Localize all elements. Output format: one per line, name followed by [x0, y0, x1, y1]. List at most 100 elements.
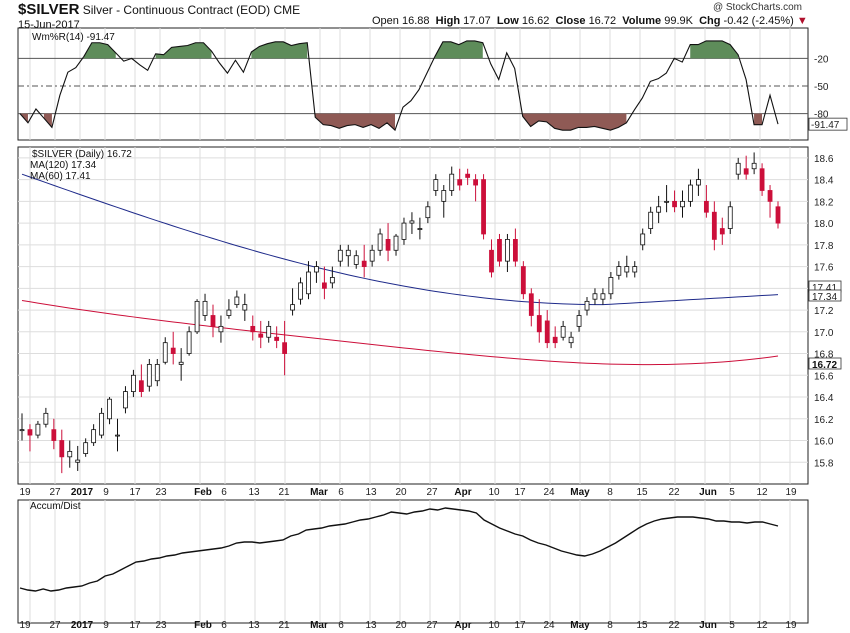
oversold-area	[754, 113, 763, 125]
candle-body	[43, 412, 49, 425]
instrument-name: Silver - Continuous Contract (EOD)	[82, 3, 271, 17]
candle-body	[91, 429, 97, 444]
x-tick-label: May	[570, 487, 590, 498]
candle-body	[258, 333, 264, 338]
wmr-last-box	[808, 117, 848, 131]
overbought-area	[251, 41, 308, 59]
low-value: 16.62	[521, 15, 550, 27]
x-tick-label: May	[570, 620, 590, 631]
x-tick-label: Apr	[454, 620, 471, 631]
candle-body	[512, 239, 518, 262]
x-tick-label: 5	[729, 620, 735, 631]
y-tick-label: 18.6	[814, 154, 834, 165]
candle-body	[648, 211, 654, 229]
panel-frame-price	[17, 146, 809, 485]
candle-body	[640, 233, 646, 246]
x-tick-label: 6	[338, 620, 344, 631]
ma120-legend: MA(120) 17.34	[30, 160, 97, 171]
x-tick-label: 23	[155, 620, 167, 631]
down-triangle-icon: ▼	[796, 15, 808, 27]
wmr-last-value: -91.47	[811, 120, 840, 131]
panel-frame-ad	[17, 499, 809, 624]
y-tick-label: 17.8	[814, 241, 834, 252]
candle-body	[616, 266, 622, 276]
x-tick-label: 9	[103, 487, 109, 498]
candle-body	[457, 179, 463, 186]
candle-body	[688, 184, 693, 202]
x-tick-label: Jun	[699, 620, 717, 631]
y-tick-label: -80	[814, 110, 829, 121]
x-tick-label: 27	[426, 620, 438, 631]
candle-body	[433, 179, 439, 191]
y-tick-label: 18.2	[814, 197, 834, 208]
y-tick-label: 16.4	[814, 393, 834, 404]
candle-body	[377, 233, 383, 251]
quote-bar: Open 16.88 High 17.07 Low 16.62 Close 16…	[372, 15, 808, 27]
ma60-line	[21, 299, 779, 366]
candle-body	[672, 200, 677, 208]
candle-body	[441, 190, 447, 202]
candle-body	[290, 304, 295, 311]
x-tick-label: 17	[129, 487, 141, 498]
x-tick-label: 8	[607, 620, 613, 631]
candle-body	[481, 179, 486, 235]
candle-body	[560, 325, 566, 338]
x-tick-label: 6	[221, 487, 227, 498]
candle-body	[194, 300, 200, 333]
x-tick-label: Apr	[454, 487, 471, 498]
candle-body	[711, 211, 717, 240]
candle-body	[417, 228, 423, 230]
candle-body	[608, 277, 614, 295]
candle-body	[162, 342, 168, 363]
candle-body	[154, 364, 160, 382]
candle-body	[345, 249, 351, 257]
price-last-value: 17.34	[812, 292, 837, 303]
wmr-line	[19, 40, 779, 132]
symbol: $SILVER	[18, 1, 80, 18]
y-tick-label: 17.2	[814, 306, 834, 317]
ma60-legend: MA(60) 17.41	[30, 171, 91, 182]
candle-body	[353, 255, 359, 265]
x-tick-label: Mar	[310, 620, 328, 631]
high-label: High	[435, 15, 461, 27]
x-tick-label: Feb	[194, 620, 212, 631]
x-tick-label: 17	[514, 487, 526, 498]
candle-body	[576, 315, 582, 327]
candle-body	[131, 374, 136, 392]
candle-body	[51, 429, 57, 441]
x-tick-label: 22	[668, 487, 680, 498]
x-tick-label: 19	[785, 620, 797, 631]
candle-body	[584, 300, 590, 311]
x-tick-label: 17	[129, 620, 141, 631]
x-tick-label: 15	[636, 620, 648, 631]
candle-body	[226, 309, 232, 316]
candle-body	[242, 304, 248, 311]
x-tick-label: 5	[729, 487, 735, 498]
y-tick-label: 18.4	[814, 176, 834, 187]
candle-body	[520, 266, 526, 295]
x-tick-label: 24	[543, 620, 555, 631]
candle-body	[138, 380, 144, 392]
x-tick-label: 8	[607, 487, 613, 498]
x-tick-label: 12	[756, 487, 768, 498]
candle-body	[775, 206, 781, 224]
y-tick-label: 16.6	[814, 371, 834, 382]
candle-body	[274, 336, 280, 341]
candle-body	[107, 398, 112, 420]
candle-body	[592, 293, 598, 300]
candle-body	[298, 282, 303, 300]
candle-body	[59, 440, 65, 458]
oversold-area	[522, 113, 627, 131]
x-tick-label: 10	[488, 487, 500, 498]
candle-body	[282, 342, 288, 354]
x-tick-label: 19	[19, 487, 31, 498]
x-tick-label: 13	[365, 620, 377, 631]
x-tick-label: 27	[426, 487, 438, 498]
candle-body	[528, 293, 534, 316]
x-tick-label: 20	[395, 620, 407, 631]
candle-body	[465, 173, 471, 178]
candle-body	[361, 260, 367, 267]
overbought-area	[690, 40, 739, 59]
candle-body	[146, 364, 152, 387]
